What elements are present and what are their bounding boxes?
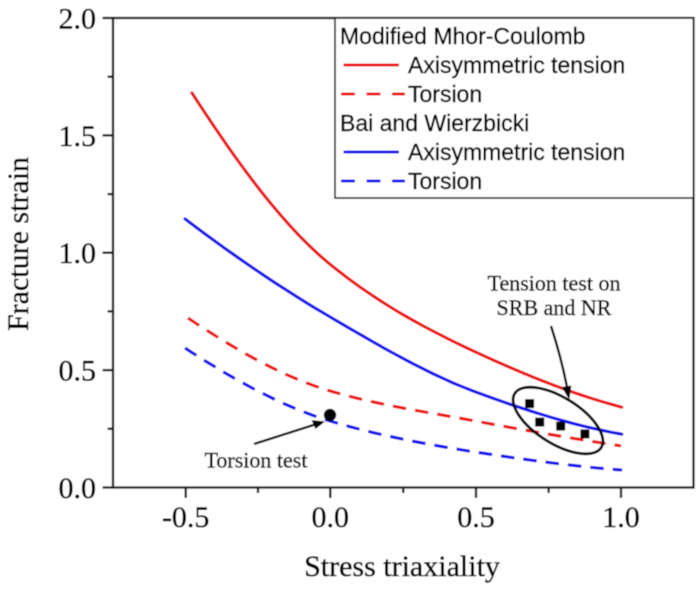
svg-text:0.5: 0.5 bbox=[457, 501, 495, 534]
svg-text:Torsion: Torsion bbox=[408, 81, 482, 107]
svg-text:Bai and Wierzbicki: Bai and Wierzbicki bbox=[340, 110, 529, 136]
svg-text:Torsion: Torsion bbox=[408, 168, 482, 194]
svg-text:Modified Mhor-Coulomb: Modified Mhor-Coulomb bbox=[340, 23, 585, 49]
svg-text:0.0: 0.0 bbox=[59, 472, 97, 505]
svg-text:Torsion test: Torsion test bbox=[205, 448, 308, 473]
svg-text:Axisymmetric tension: Axisymmetric tension bbox=[408, 52, 625, 78]
svg-text:-0.5: -0.5 bbox=[162, 501, 210, 534]
svg-text:Axisymmetric tension: Axisymmetric tension bbox=[408, 139, 625, 165]
svg-text:1.0: 1.0 bbox=[59, 237, 97, 270]
svg-text:1.5: 1.5 bbox=[59, 120, 97, 153]
svg-text:Fracture strain: Fracture strain bbox=[2, 157, 35, 331]
svg-text:1.0: 1.0 bbox=[602, 501, 640, 534]
svg-text:Tension test on: Tension test on bbox=[488, 271, 621, 296]
svg-text:0.5: 0.5 bbox=[59, 355, 97, 388]
svg-text:2.0: 2.0 bbox=[59, 3, 97, 36]
svg-text:SRB and NR: SRB and NR bbox=[497, 295, 612, 320]
svg-text:0.0: 0.0 bbox=[312, 501, 350, 534]
svg-text:Stress triaxiality: Stress triaxiality bbox=[304, 550, 500, 583]
